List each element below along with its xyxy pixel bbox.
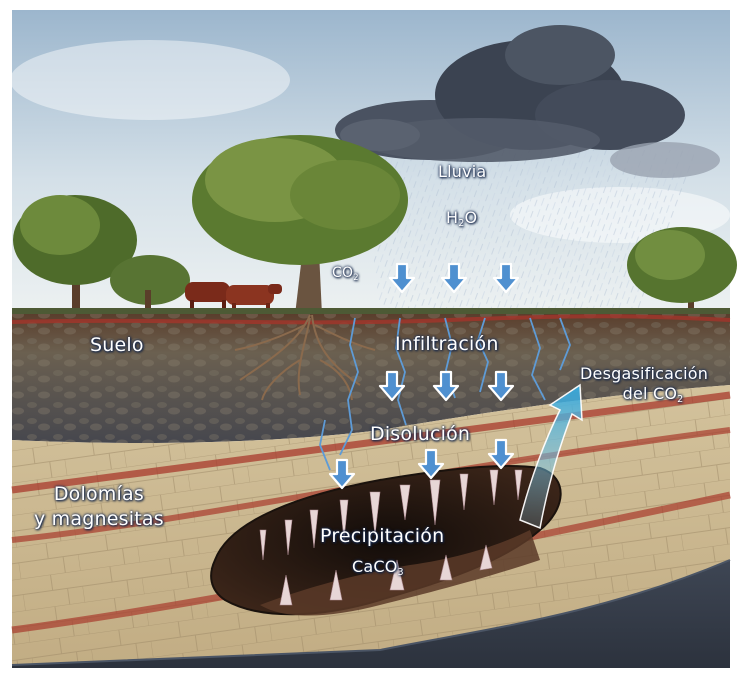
- bedrock-layer: [11, 559, 731, 668]
- label-desgasificacion: Desgasificación del CO2: [580, 364, 708, 410]
- stalactite-icon: [259, 469, 523, 606]
- desgasificacion-line2-main: del CO: [622, 384, 678, 403]
- co2-sub: 2: [353, 272, 359, 282]
- co2-main: CO: [332, 265, 354, 281]
- arrow-down-icon: [328, 262, 520, 490]
- grass-line: [12, 308, 730, 316]
- label-dolomias: Dolomías y magnesitas: [34, 482, 164, 532]
- soil-layer: [11, 314, 731, 443]
- h2o-end: O: [464, 208, 478, 227]
- arrow-up-icon: [519, 383, 583, 530]
- tree-icon-left: [13, 195, 190, 312]
- caco3-main: CaCO: [352, 557, 398, 576]
- desgasificacion-line2-sub: 2: [677, 394, 684, 405]
- h2o-main: H: [446, 208, 459, 227]
- tree-roots: [234, 314, 376, 401]
- dolomias-line2: y magnesitas: [34, 508, 164, 530]
- caco3-sub: 3: [397, 567, 404, 578]
- label-h2o: H2O: [446, 208, 477, 229]
- label-caco3: CaCO3: [352, 557, 404, 578]
- label-suelo: Suelo: [90, 334, 144, 356]
- desgasificacion-line2: del CO2: [580, 384, 708, 410]
- label-disolucion: Disolución: [370, 423, 471, 445]
- tree-icon-center: [192, 135, 408, 315]
- dolomias-line1: Dolomías: [53, 483, 144, 505]
- desgasificacion-line1: Desgasificación: [580, 364, 709, 383]
- label-infiltracion: Infiltración: [395, 333, 499, 355]
- label-lluvia: Lluvia: [438, 162, 487, 181]
- tree-icon-right: [627, 227, 737, 310]
- label-co2: CO2: [332, 265, 359, 282]
- label-precipitacion: Precipitación: [320, 525, 445, 547]
- h2o-sub: 2: [458, 218, 465, 229]
- cloud-icon: [335, 25, 720, 310]
